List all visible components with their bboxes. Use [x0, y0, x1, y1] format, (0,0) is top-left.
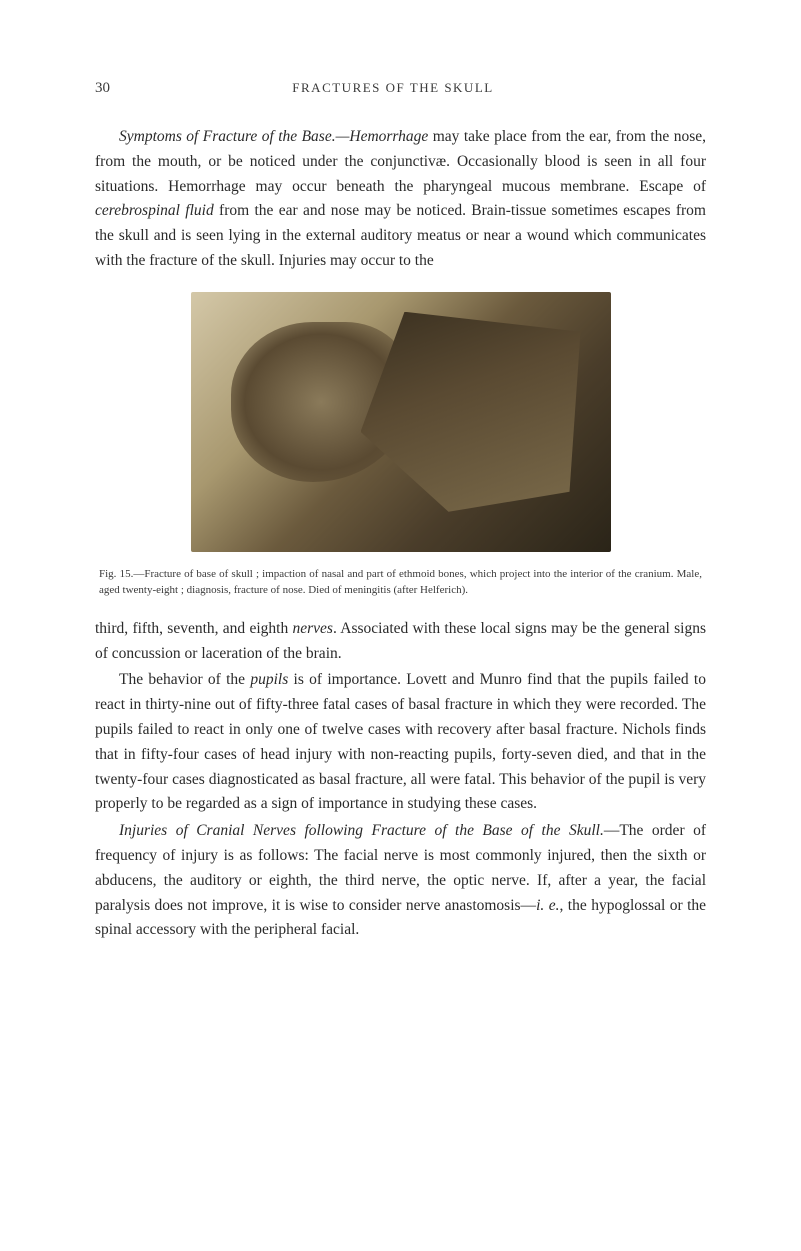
- main-text: Symptoms of Fracture of the Base.—Hemorr…: [95, 125, 706, 943]
- text-p3a: The behavior of the: [119, 671, 250, 688]
- paragraph-1: Symptoms of Fracture of the Base.—Hemorr…: [95, 125, 706, 274]
- text-p2a: third, fifth, seventh, and eighth: [95, 620, 293, 637]
- paragraph-3: The behavior of the pupils is of importa…: [95, 668, 706, 817]
- page-header: 30 FRACTURES OF THE SKULL: [95, 80, 706, 97]
- subhead-symptoms: Symptoms of Fracture of the Base.—Hemorr…: [119, 128, 428, 145]
- italic-pupils: pupils: [250, 671, 288, 688]
- figure-caption: Fig. 15.—Fracture of base of skull ; imp…: [95, 566, 706, 599]
- italic-nerves: nerves: [293, 620, 333, 637]
- paragraph-4: Injuries of Cranial Nerves following Fra…: [95, 819, 706, 943]
- text-p3c: is of importance. Lovett and Munro find …: [95, 671, 706, 812]
- italic-ie: i. e.: [536, 897, 559, 914]
- paragraph-2: third, fifth, seventh, and eighth nerves…: [95, 617, 706, 667]
- figure-container: Fig. 15.—Fracture of base of skull ; imp…: [95, 292, 706, 599]
- running-title: FRACTURES OF THE SKULL: [80, 80, 706, 96]
- figure-image: [191, 292, 611, 552]
- subhead-injuries: Injuries of Cranial Nerves following Fra…: [119, 822, 604, 839]
- italic-cerebrospinal: cerebrospinal fluid: [95, 202, 214, 219]
